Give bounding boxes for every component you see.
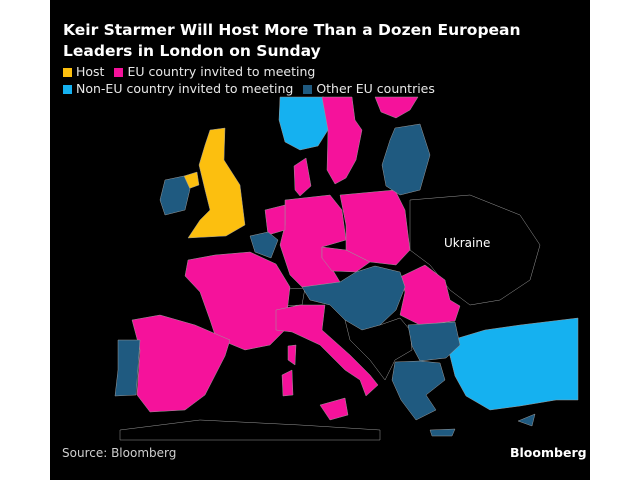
legend-swatch-other-eu bbox=[303, 84, 313, 94]
country-italy bbox=[275, 304, 379, 397]
country-crete bbox=[429, 428, 456, 437]
country-sardinia bbox=[281, 369, 294, 397]
country-baltics bbox=[381, 123, 431, 196]
legend-row-1: Host EU country invited to meeting bbox=[63, 64, 315, 80]
country-portugal bbox=[114, 339, 141, 397]
legend-label: Non-EU country invited to meeting bbox=[76, 81, 294, 96]
country-norway bbox=[278, 96, 329, 151]
chart-title: Keir Starmer Will Host More Than a Dozen… bbox=[63, 21, 521, 60]
legend-item-non-eu-invited: Non-EU country invited to meeting bbox=[63, 81, 293, 97]
country-poland bbox=[339, 189, 411, 266]
country-sicily bbox=[319, 397, 349, 421]
legend-swatch-non-eu bbox=[63, 84, 72, 94]
country-spain bbox=[131, 314, 231, 413]
country-finland bbox=[374, 96, 419, 119]
legend-swatch-host bbox=[63, 67, 72, 77]
legend-label: Other EU countries bbox=[316, 81, 435, 96]
country-turkey bbox=[444, 317, 579, 411]
country-belgium bbox=[249, 231, 279, 259]
country-central-europe bbox=[301, 265, 406, 331]
country-ukraine bbox=[409, 194, 541, 306]
source-note: Source: Bloomberg bbox=[62, 446, 177, 460]
country-cyprus bbox=[517, 413, 536, 427]
country-netherlands bbox=[264, 204, 286, 236]
legend-row-2: Non-EU country invited to meeting Other … bbox=[63, 81, 435, 97]
country-balkans bbox=[344, 317, 413, 381]
legend-label: EU country invited to meeting bbox=[127, 64, 316, 79]
country-france bbox=[184, 251, 291, 351]
legend-swatch-eu-invited bbox=[114, 67, 124, 77]
country-bulgaria bbox=[407, 321, 461, 362]
country-germany bbox=[279, 194, 347, 291]
legend-item-other-eu: Other EU countries bbox=[303, 81, 435, 97]
country-denmark bbox=[293, 157, 312, 197]
country-greece bbox=[391, 360, 446, 421]
legend-item-host: Host bbox=[63, 64, 104, 80]
country-uk bbox=[187, 127, 246, 239]
legend-label: Host bbox=[76, 64, 105, 79]
map-label-ukraine: Ukraine bbox=[444, 236, 491, 250]
country-ireland bbox=[159, 175, 191, 216]
country-romania bbox=[399, 264, 461, 326]
legend-item-eu-invited: EU country invited to meeting bbox=[114, 64, 315, 80]
country-corsica bbox=[287, 344, 297, 366]
bloomberg-logo: Bloomberg bbox=[510, 445, 587, 460]
north-africa-coast bbox=[119, 419, 381, 441]
country-sweden bbox=[321, 96, 363, 185]
